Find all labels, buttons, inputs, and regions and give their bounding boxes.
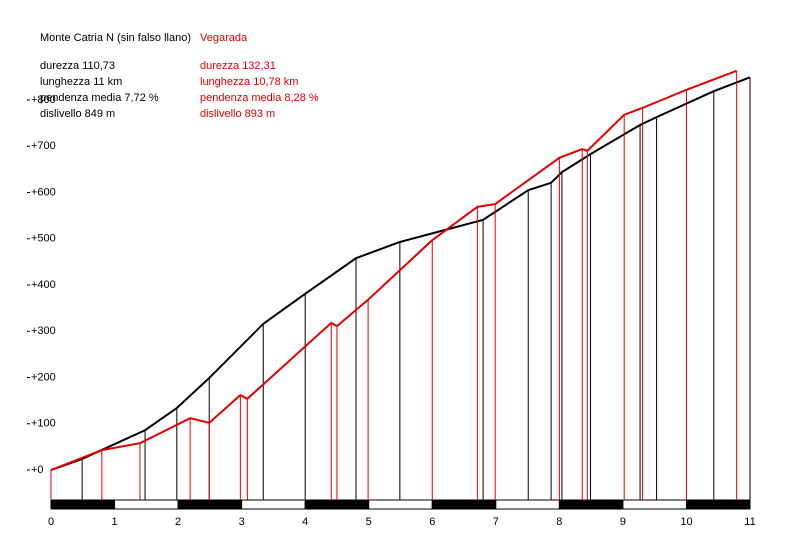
x-tick-label: 11 [744, 516, 755, 528]
x-tick-label: 10 [680, 516, 692, 528]
x-axis-segment [177, 499, 243, 510]
x-axis-segment [368, 499, 433, 510]
profile-line [50, 69, 738, 471]
y-tick-label: +600 [31, 186, 56, 198]
x-axis-segment [114, 499, 179, 510]
x-tick-label: 4 [302, 516, 308, 528]
x-axis-segment [622, 499, 687, 510]
x-axis-segment [495, 499, 560, 510]
x-tick-label: 0 [48, 516, 54, 528]
y-tick-label: +300 [31, 325, 56, 337]
y-tick-label: +700 [31, 140, 56, 152]
y-tick-label: +500 [31, 233, 56, 245]
x-tick-label: 8 [556, 516, 562, 528]
stat-text: lunghezza 11 km [40, 76, 122, 88]
x-tick-label: 2 [175, 516, 181, 528]
legend-label: Monte Catria N (sin falso llano) [40, 32, 191, 44]
stat-text: dislivello 893 m [200, 108, 275, 120]
y-tick-label: +200 [31, 371, 56, 383]
x-tick-label: 7 [493, 516, 499, 528]
x-tick-label: 5 [366, 516, 372, 528]
y-tick-label: +800 [31, 94, 56, 106]
x-tick-label: 1 [111, 516, 117, 528]
stat-text: pendenza media 8,28 % [200, 92, 319, 104]
stat-text: pendenza media 7,72 % [40, 92, 159, 104]
x-axis-segment [558, 499, 624, 510]
x-axis-segment [304, 499, 370, 510]
legend-label: Vegarada [200, 32, 248, 44]
x-axis-segment [241, 499, 306, 510]
x-tick-label: 6 [429, 516, 435, 528]
y-tick-label: +0 [31, 464, 44, 476]
x-axis-segment [50, 499, 116, 510]
y-tick-label: +400 [31, 279, 56, 291]
stat-text: durezza 110,73 [40, 60, 115, 72]
profile-line [50, 76, 751, 471]
y-tick-label: +100 [31, 418, 56, 430]
stat-text: lunghezza 10,78 km [200, 76, 298, 88]
stat-text: dislivello 849 m [40, 108, 115, 120]
x-tick-label: 3 [239, 516, 245, 528]
stat-text: durezza 132,31 [200, 60, 276, 72]
x-tick-label: 9 [620, 516, 626, 528]
x-axis-segment [431, 499, 497, 510]
x-axis-segment [685, 499, 751, 510]
